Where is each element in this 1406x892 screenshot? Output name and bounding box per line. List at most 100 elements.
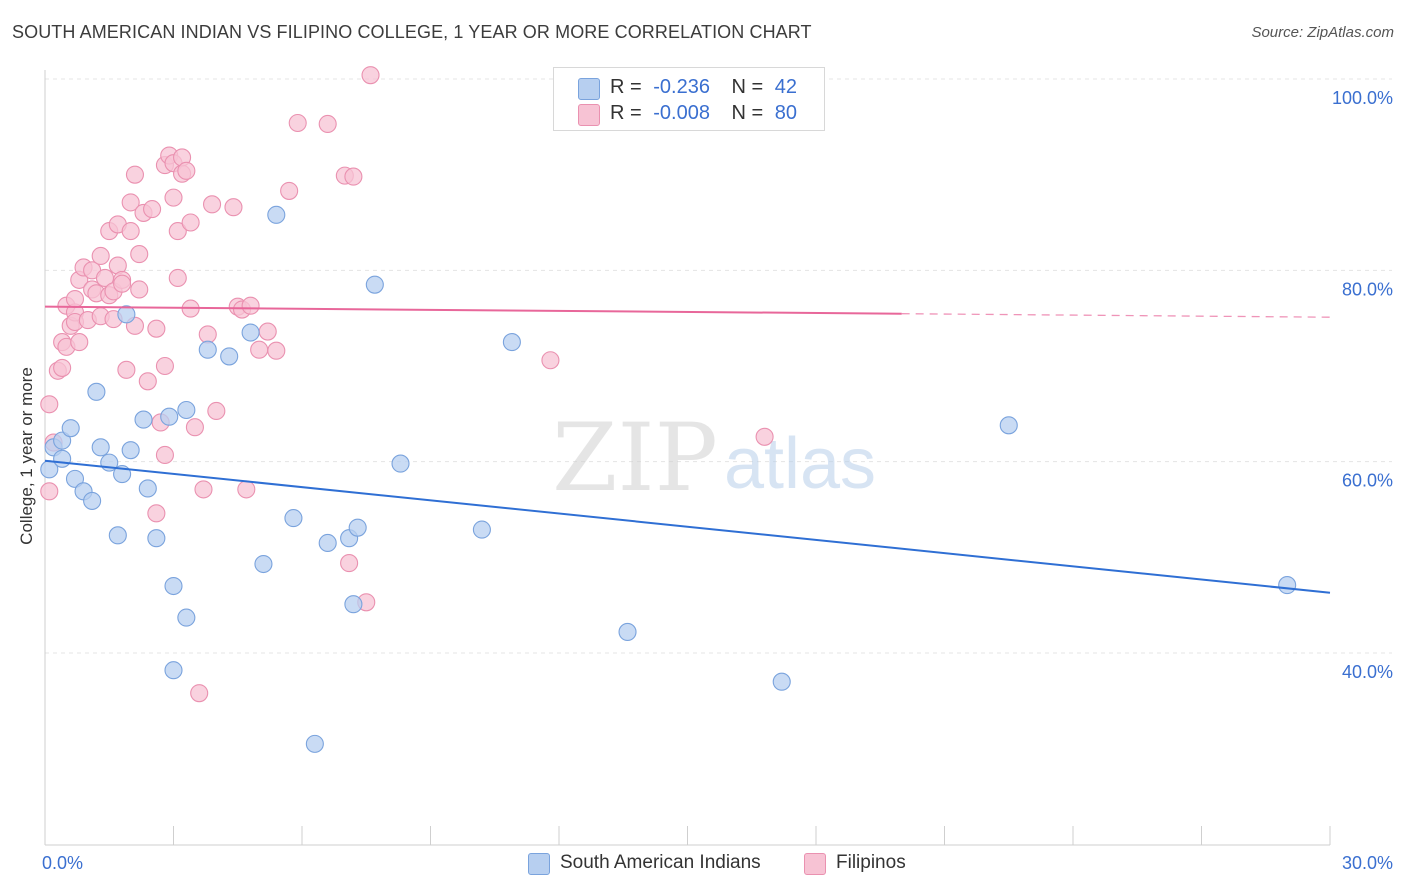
axes <box>44 70 1331 846</box>
south-american-indians-point <box>121 441 140 460</box>
filipinos-point <box>198 325 217 344</box>
y-tick-label: 80.0% <box>1342 279 1393 299</box>
south-american-indians-point <box>198 340 217 359</box>
south-american-indians-point <box>177 400 196 420</box>
filipinos-point <box>241 296 260 315</box>
series-swatch-pink <box>804 853 826 875</box>
filipinos-point <box>121 222 140 241</box>
filipinos-point <box>181 213 200 232</box>
legend-n-value: 80 <box>774 102 798 124</box>
south-american-indians-point <box>344 595 363 614</box>
south-american-indians-point <box>65 469 85 488</box>
filipinos-point <box>53 358 72 377</box>
south-american-indians-points <box>40 205 1297 753</box>
filipinos-point <box>250 340 269 359</box>
filipinos-point <box>138 372 157 391</box>
chart-source: Source: ZipAtlas.com <box>1251 24 1394 41</box>
x-tick-label-max: 30.0% <box>1342 853 1393 873</box>
correlation-legend: R = -0.236 N = 42 R = -0.008 N = 80 <box>553 67 825 131</box>
filipinos-point <box>121 193 140 212</box>
filipinos-point <box>117 360 136 379</box>
watermark-zip: ZIP <box>552 404 718 513</box>
filipinos-point <box>194 480 213 499</box>
filipinos-point <box>258 322 277 341</box>
south-american-indians-point <box>91 438 110 457</box>
filipinos-point <box>288 113 307 133</box>
filipinos-trendline <box>44 305 902 315</box>
legend-swatch-pink <box>578 104 600 126</box>
series-label-blue: South American Indians <box>560 852 761 873</box>
filipinos-point <box>113 274 132 293</box>
y-tick-label: 100.0% <box>1332 88 1393 108</box>
legend-swatch-blue <box>578 78 600 100</box>
filipinos-point <box>40 482 59 501</box>
south-american-indians-point <box>472 520 491 539</box>
legend-n-label: N = <box>731 102 764 124</box>
legend-r-label: R = <box>610 102 642 124</box>
south-american-indians-point <box>53 431 72 450</box>
legend-r-value: -0.008 <box>653 102 710 124</box>
filipinos-point <box>185 418 204 437</box>
filipinos-point <box>340 554 359 573</box>
south-american-indians-point <box>138 479 157 498</box>
south-american-indians-point <box>254 554 273 574</box>
filipinos-point <box>237 480 256 499</box>
legend-r-value: -0.236 <box>653 76 710 98</box>
filipinos-point <box>147 319 166 338</box>
filipinos-point <box>70 333 89 352</box>
filipinos-point <box>147 504 166 523</box>
series-label-pink: Filipinos <box>836 852 906 873</box>
filipinos-point <box>203 195 222 214</box>
filipinos-point <box>541 351 560 370</box>
south-american-indians-point <box>147 529 166 548</box>
filipinos-point <box>267 341 286 360</box>
south-american-indians-point <box>348 518 367 537</box>
south-american-indians-point <box>53 449 72 468</box>
south-american-indians-point <box>391 454 410 473</box>
south-american-indians-point <box>177 608 196 627</box>
y-tick-label: 40.0% <box>1342 662 1393 682</box>
watermark-atlas: atlas <box>724 424 876 504</box>
watermark: ZIP atlas <box>552 404 876 513</box>
south-american-indians-point <box>164 576 183 596</box>
south-american-indians-point <box>164 661 183 680</box>
south-american-indians-point <box>117 305 136 324</box>
tick-labels: 40.0% 60.0% 80.0% 100.0% 0.0% 30.0% <box>42 88 1393 873</box>
south-american-indians-point <box>999 416 1018 435</box>
south-american-indians-point <box>318 533 337 553</box>
filipinos-point <box>125 165 144 184</box>
south-american-indians-point <box>305 734 324 753</box>
filipinos-point <box>361 66 380 85</box>
filipinos-point <box>130 280 149 299</box>
legend-n-value: 42 <box>774 76 798 98</box>
south-american-indians-point <box>502 333 521 352</box>
filipinos-point <box>65 289 85 309</box>
south-american-indians-point <box>267 205 286 224</box>
south-american-indians-point <box>220 347 239 366</box>
filipinos-point <box>155 445 174 465</box>
south-american-indians-point <box>134 410 153 429</box>
filipinos-point <box>224 198 243 217</box>
trend-lines <box>44 305 1331 594</box>
legend-n-label: N = <box>731 76 764 98</box>
filipinos-point <box>168 222 187 241</box>
south-american-indians-point <box>365 275 384 294</box>
filipinos-point <box>91 246 110 266</box>
filipinos-point <box>168 268 187 288</box>
filipinos-point <box>155 356 174 376</box>
south-american-indians-point <box>241 323 260 342</box>
legend-text-pink: R = -0.008 N = 80 <box>610 102 797 125</box>
south-american-indians-point <box>87 382 106 401</box>
south-american-indians-trendline <box>44 459 1331 594</box>
filipinos-point <box>143 200 162 219</box>
legend-text-blue: R = -0.236 N = 42 <box>610 76 797 99</box>
south-american-indians-point <box>618 622 637 642</box>
filipinos-point <box>207 401 226 421</box>
south-american-indians-point <box>61 419 80 438</box>
y-tick-label: 60.0% <box>1342 471 1393 491</box>
filipinos-point <box>318 114 337 134</box>
filipinos-point <box>177 161 196 180</box>
south-american-indians-point <box>83 491 102 510</box>
south-american-indians-point <box>108 526 127 545</box>
filipinos-trendline-extrapolated <box>901 313 1331 318</box>
